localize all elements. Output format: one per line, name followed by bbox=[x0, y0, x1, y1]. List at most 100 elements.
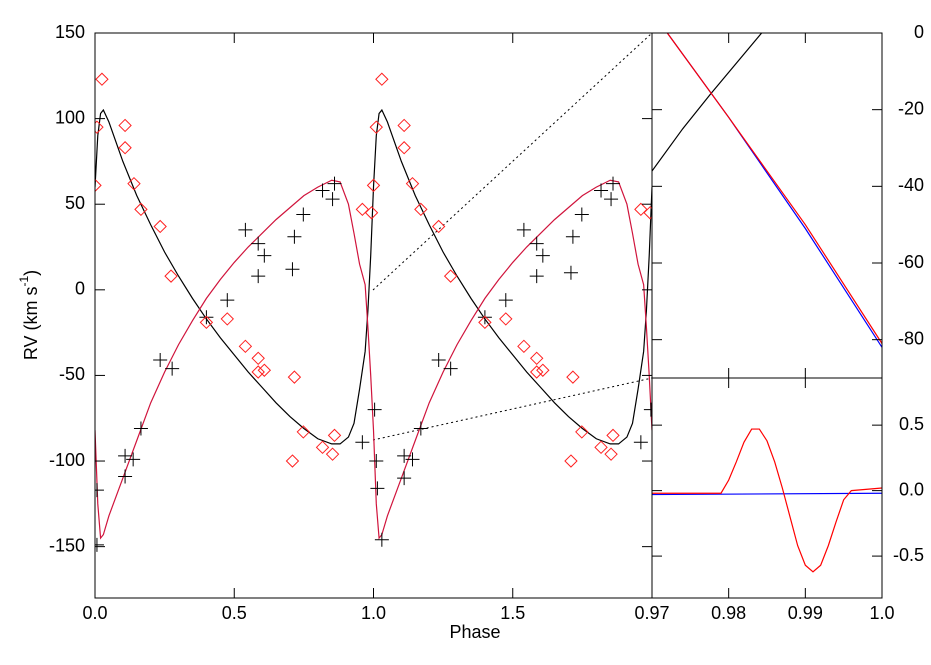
rv-point bbox=[133, 421, 148, 436]
rv-point bbox=[95, 537, 104, 552]
rv-point bbox=[478, 315, 492, 330]
y-label-text: ) bbox=[21, 270, 41, 276]
rv-point bbox=[575, 425, 589, 439]
rv-point bbox=[397, 448, 412, 463]
rv-point bbox=[118, 448, 133, 463]
rv-point bbox=[529, 236, 544, 251]
rv-point bbox=[355, 435, 370, 450]
rv-point bbox=[414, 202, 428, 217]
x-tick-label: 0.97 bbox=[634, 603, 669, 623]
rv-point bbox=[220, 293, 235, 308]
y-tick-label: 0.5 bbox=[899, 414, 924, 434]
rv-point bbox=[126, 452, 141, 467]
y-tick-label: -50 bbox=[59, 364, 85, 384]
rv-point bbox=[369, 120, 383, 134]
rv-point bbox=[95, 72, 109, 86]
rv-point bbox=[315, 183, 330, 198]
rv-point bbox=[634, 202, 648, 217]
model-curve bbox=[652, 33, 763, 172]
x-axis-label: Phase bbox=[449, 622, 500, 642]
x-tick-label: 0.0 bbox=[82, 603, 107, 623]
rv-point bbox=[517, 339, 531, 354]
plot-area bbox=[652, 428, 882, 573]
rv-point bbox=[251, 236, 266, 251]
frame bbox=[94, 32, 653, 599]
y-tick-label: 150 bbox=[55, 22, 85, 42]
rv-point bbox=[498, 293, 513, 308]
rv-point bbox=[374, 532, 389, 547]
x-tick-label: 1.5 bbox=[500, 603, 525, 623]
rv-point bbox=[594, 440, 608, 455]
rv-point bbox=[397, 118, 411, 133]
rv-point bbox=[296, 207, 311, 222]
rv-point bbox=[516, 222, 531, 237]
rv-point bbox=[165, 361, 180, 376]
rv-point bbox=[251, 351, 265, 366]
rv-point bbox=[118, 118, 132, 133]
rv-point bbox=[257, 248, 272, 263]
rv-point bbox=[153, 353, 168, 368]
rv-point bbox=[325, 192, 340, 207]
rv-point bbox=[315, 440, 330, 455]
rv-point bbox=[369, 454, 384, 469]
rv-point bbox=[370, 481, 385, 496]
frame bbox=[651, 32, 883, 379]
rv-point bbox=[285, 262, 300, 277]
model-curve bbox=[95, 108, 652, 445]
zoom-connector bbox=[372, 377, 653, 441]
rv-point bbox=[604, 192, 619, 207]
rv-point bbox=[643, 206, 652, 220]
rv-point bbox=[633, 435, 648, 450]
model-curve bbox=[95, 179, 652, 540]
rv-point bbox=[327, 176, 342, 191]
rv-point bbox=[529, 269, 544, 284]
rv-point bbox=[95, 483, 104, 498]
y-axis-label: RV (km s-1) bbox=[17, 270, 41, 360]
rv-point bbox=[604, 447, 618, 461]
model-curve bbox=[652, 492, 882, 496]
y-tick-label: -40 bbox=[898, 175, 924, 195]
rv-point bbox=[199, 310, 214, 325]
rv-point bbox=[325, 447, 340, 461]
rv-point bbox=[529, 365, 544, 379]
rv-point bbox=[118, 469, 133, 484]
rv-point bbox=[95, 178, 102, 193]
rv-point bbox=[164, 269, 178, 283]
rv-point bbox=[643, 402, 652, 417]
rv-point bbox=[397, 141, 411, 155]
y-tick-label: -20 bbox=[898, 98, 924, 118]
rv-point bbox=[529, 351, 544, 366]
rv-point bbox=[606, 428, 620, 443]
x-tick-label: 0.98 bbox=[711, 603, 746, 623]
rv-point bbox=[238, 222, 253, 237]
model-curve bbox=[666, 33, 882, 344]
rv-point bbox=[499, 312, 513, 326]
rv-point bbox=[606, 176, 621, 191]
rv-point bbox=[431, 353, 446, 368]
rv-point bbox=[594, 183, 609, 198]
rv-point bbox=[574, 207, 589, 222]
rv-point bbox=[431, 219, 446, 234]
rv-point bbox=[238, 339, 253, 354]
y-tick-label: 0.0 bbox=[899, 479, 924, 499]
rv-point bbox=[566, 370, 580, 384]
plot-area bbox=[95, 72, 652, 552]
rv-point bbox=[127, 176, 141, 191]
rv-point bbox=[220, 312, 234, 326]
y-tick-label: 0 bbox=[914, 22, 924, 42]
model-curve bbox=[652, 428, 882, 573]
rv-point bbox=[565, 229, 580, 244]
rv-point bbox=[134, 202, 148, 217]
y-label-text: RV (km s bbox=[21, 287, 41, 361]
rv-point bbox=[397, 471, 412, 486]
rv-point bbox=[118, 141, 132, 155]
y-tick-label: 50 bbox=[65, 193, 85, 213]
model-curve bbox=[666, 33, 882, 348]
rv-point bbox=[355, 202, 370, 217]
rv-point bbox=[199, 315, 214, 330]
rv-point bbox=[366, 178, 381, 193]
rv-point bbox=[375, 72, 389, 86]
rv-point bbox=[153, 219, 167, 234]
rv-point bbox=[564, 454, 578, 468]
